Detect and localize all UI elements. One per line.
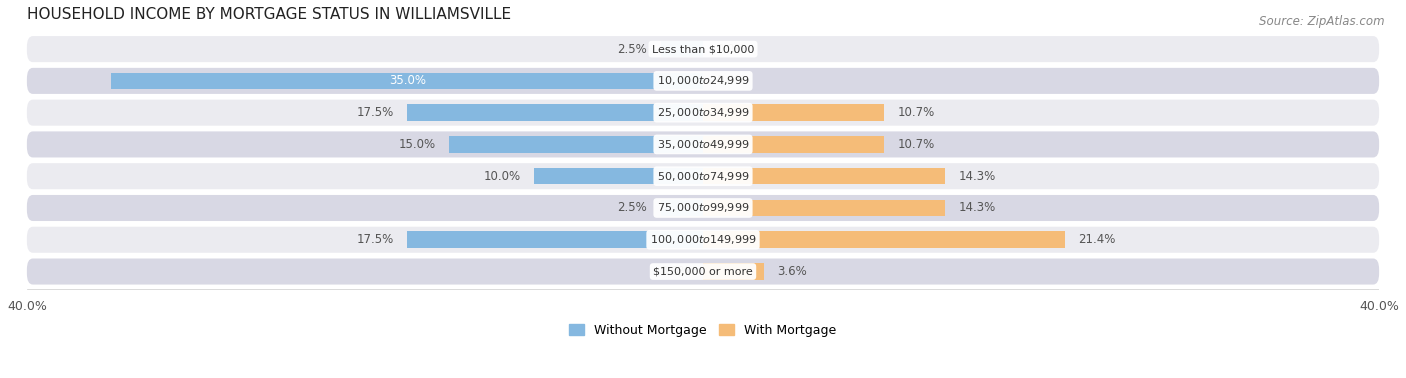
Text: Source: ZipAtlas.com: Source: ZipAtlas.com [1260, 15, 1385, 28]
Text: $10,000 to $24,999: $10,000 to $24,999 [657, 74, 749, 87]
Text: 17.5%: 17.5% [357, 106, 394, 119]
Bar [703, 231, 1064, 248]
Text: 0.0%: 0.0% [717, 43, 747, 56]
Bar [703, 104, 884, 121]
Text: 10.7%: 10.7% [897, 106, 935, 119]
Text: 21.4%: 21.4% [1078, 233, 1115, 246]
Bar [111, 73, 703, 89]
Text: 10.0%: 10.0% [484, 170, 520, 183]
Text: 35.0%: 35.0% [388, 74, 426, 87]
Bar [703, 200, 945, 216]
Text: 2.5%: 2.5% [617, 43, 647, 56]
Text: $150,000 or more: $150,000 or more [654, 266, 752, 277]
Bar [703, 263, 763, 280]
FancyBboxPatch shape [27, 36, 1379, 62]
Text: $35,000 to $49,999: $35,000 to $49,999 [657, 138, 749, 151]
FancyBboxPatch shape [27, 68, 1379, 94]
FancyBboxPatch shape [27, 100, 1379, 126]
Text: Less than $10,000: Less than $10,000 [652, 44, 754, 54]
Bar [534, 168, 703, 184]
Text: $25,000 to $34,999: $25,000 to $34,999 [657, 106, 749, 119]
Bar [408, 104, 703, 121]
Bar [703, 168, 945, 184]
FancyBboxPatch shape [27, 132, 1379, 158]
Bar [703, 136, 884, 153]
Text: 2.5%: 2.5% [617, 201, 647, 214]
Text: 14.3%: 14.3% [959, 201, 995, 214]
Legend: Without Mortgage, With Mortgage: Without Mortgage, With Mortgage [564, 319, 842, 342]
Text: 0.0%: 0.0% [659, 265, 689, 278]
FancyBboxPatch shape [27, 195, 1379, 221]
FancyBboxPatch shape [27, 163, 1379, 189]
Text: $75,000 to $99,999: $75,000 to $99,999 [657, 201, 749, 214]
Text: 17.5%: 17.5% [357, 233, 394, 246]
Bar [661, 200, 703, 216]
Text: 3.6%: 3.6% [778, 265, 807, 278]
Text: 0.0%: 0.0% [717, 74, 747, 87]
Bar [450, 136, 703, 153]
Bar [661, 41, 703, 57]
FancyBboxPatch shape [27, 259, 1379, 285]
Bar [408, 231, 703, 248]
FancyBboxPatch shape [27, 227, 1379, 253]
Text: 15.0%: 15.0% [399, 138, 436, 151]
Text: 10.7%: 10.7% [897, 138, 935, 151]
Text: $50,000 to $74,999: $50,000 to $74,999 [657, 170, 749, 183]
Text: 14.3%: 14.3% [959, 170, 995, 183]
Text: HOUSEHOLD INCOME BY MORTGAGE STATUS IN WILLIAMSVILLE: HOUSEHOLD INCOME BY MORTGAGE STATUS IN W… [27, 7, 510, 22]
Text: $100,000 to $149,999: $100,000 to $149,999 [650, 233, 756, 246]
